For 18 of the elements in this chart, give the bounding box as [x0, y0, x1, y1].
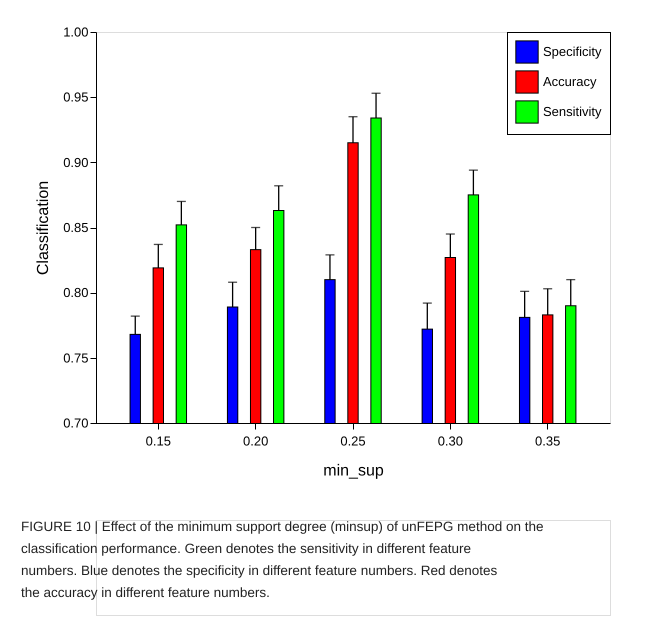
legend-label: Sensitivity	[543, 104, 602, 119]
y-tick-label: 0.70	[63, 416, 88, 430]
y-tick-label: 0.80	[63, 285, 88, 300]
x-tick-label: 0.25	[340, 434, 366, 448]
x-tick-label: 0.20	[242, 434, 268, 448]
caption: FIGURE 10 | Effect of the minimum support degree (minsup) of unFEPG method on the classification performance. Green denotes the sensitivity in different feature numbers. Blue denotes the specificity in different feature numbers. Red denotes the accuracy in different feature numbers.	[21, 519, 544, 600]
x-axis-title: min_sup	[323, 462, 384, 480]
y-tick-label: 1.00	[63, 24, 88, 40]
y-tick-label: 0.85	[63, 220, 88, 235]
y-tick-label: 0.95	[63, 90, 88, 105]
y-tick-label: 0.90	[63, 154, 88, 170]
y-tick-label: 0.75	[63, 350, 88, 366]
x-tick-label: 0.30	[438, 434, 464, 448]
legend-label: Specificity	[543, 44, 602, 59]
x-tick-label: 0.35	[535, 434, 560, 448]
legend-label: Accuracy	[543, 74, 597, 89]
y-axis-title: Classification	[35, 180, 52, 276]
x-tick-label: 0.15	[146, 434, 171, 448]
